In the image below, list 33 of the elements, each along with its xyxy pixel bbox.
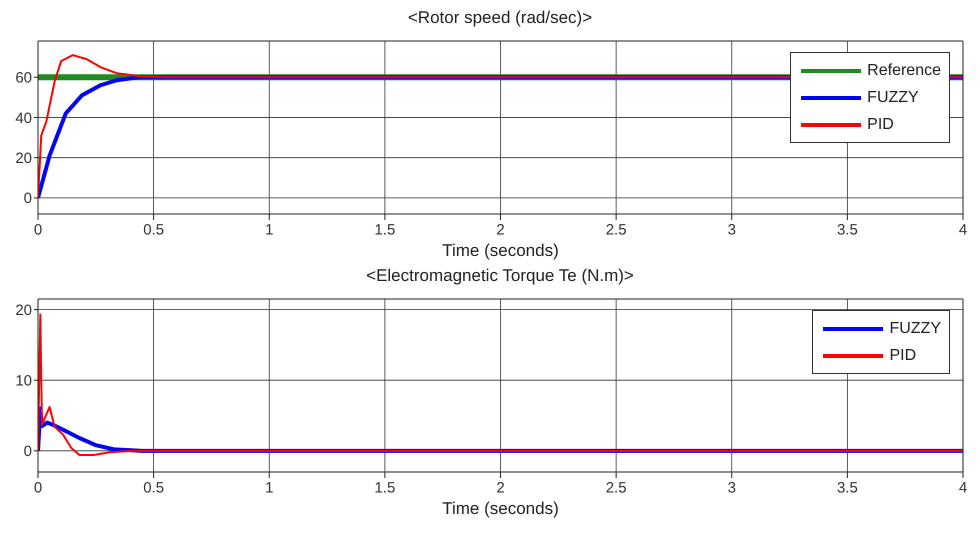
x-tick-label: 1.5 <box>374 222 396 239</box>
chart-title: <Rotor speed (rad/sec)> <box>406 8 594 29</box>
x-tick-label: 0.5 <box>143 222 164 239</box>
legend-label: PID <box>867 116 894 134</box>
x-tick-label: 2.5 <box>606 480 627 497</box>
x-tick-label: 1.5 <box>374 480 396 497</box>
x-tick-label: 0.5 <box>143 480 164 497</box>
x-tick-label: 1 <box>265 222 274 239</box>
legend-label: Reference <box>867 62 941 80</box>
legend-label: PID <box>889 346 916 364</box>
legend-label: FUZZY <box>867 88 919 106</box>
x-tick-label: 1 <box>265 480 274 497</box>
y-tick-label: 60 <box>15 70 32 87</box>
y-tick-label: 0 <box>24 443 32 460</box>
x-tick-label: 4 <box>958 480 968 497</box>
x-tick-label: 4 <box>958 222 968 239</box>
y-tick-label: 10 <box>15 372 32 390</box>
y-tick-label: 40 <box>15 110 32 127</box>
x-axis-title: Time (seconds) <box>442 499 559 518</box>
x-tick-label: 2 <box>496 222 505 239</box>
x-axis-title: Time (seconds) <box>442 241 559 260</box>
x-tick-label: 3.5 <box>836 222 858 239</box>
x-tick-label: 2 <box>496 480 505 497</box>
x-tick-label: 3 <box>728 480 736 497</box>
x-tick-label: 3.5 <box>836 480 858 497</box>
y-tick-label: 0 <box>24 190 32 208</box>
legend-label: FUZZY <box>889 320 941 338</box>
y-tick-label: 20 <box>15 302 32 319</box>
chart-title: <Electromagnetic Torque Te (N.m)> <box>365 266 635 287</box>
y-tick-label: 20 <box>15 150 32 167</box>
x-tick-label: 3 <box>728 222 736 239</box>
x-tick-label: 2.5 <box>606 222 627 239</box>
line-series <box>38 314 963 456</box>
